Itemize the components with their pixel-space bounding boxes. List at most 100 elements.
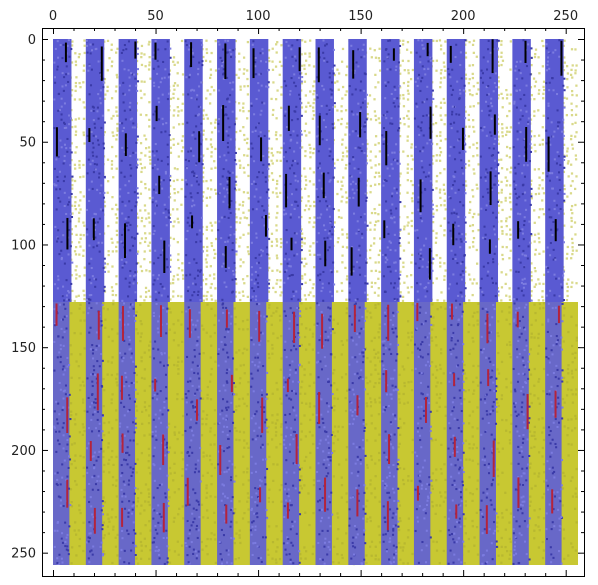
band-noise [199, 131, 202, 134]
band-noise [513, 180, 516, 183]
speckle [530, 234, 533, 237]
band-noise [521, 228, 524, 231]
band-noise [483, 225, 486, 228]
speckle [530, 197, 533, 200]
band-noise [134, 299, 137, 302]
band-noise [67, 39, 70, 42]
speckle [172, 237, 176, 241]
band-noise [96, 188, 99, 191]
speckle [538, 89, 541, 92]
band-noise [229, 234, 232, 237]
band-noise [399, 201, 402, 204]
speckle [497, 294, 500, 297]
speckle [204, 258, 208, 261]
band-noise [195, 174, 198, 177]
speckle [149, 162, 152, 165]
band-noise [381, 253, 384, 257]
speckle [333, 73, 336, 77]
speckle [443, 234, 446, 237]
speckle [435, 180, 438, 183]
speckle [107, 109, 110, 112]
band-upper-13 [479, 39, 500, 302]
speckle [500, 92, 503, 96]
band-noise [231, 242, 234, 245]
band-noise [295, 105, 298, 108]
band-noise [454, 158, 457, 161]
band-noise [157, 256, 160, 259]
speckle [169, 213, 172, 216]
band-noise [464, 240, 467, 244]
band-noise [98, 217, 101, 220]
speckle [169, 151, 173, 154]
speckle [280, 93, 283, 96]
speckle [406, 114, 409, 118]
speckle [214, 166, 217, 169]
band-noise [459, 262, 462, 265]
band-noise [327, 172, 330, 175]
speckle [369, 191, 372, 194]
speckle [73, 179, 77, 183]
speckle [309, 245, 312, 248]
band-noise [191, 52, 194, 55]
band-noise [514, 166, 517, 169]
speckle [436, 299, 439, 302]
speckle [210, 282, 213, 286]
band-noise [518, 155, 521, 158]
speckle [140, 269, 144, 273]
band-noise [490, 97, 493, 100]
speckle [439, 72, 443, 75]
speckle [308, 52, 311, 55]
band-noise [481, 72, 484, 75]
band-noise [54, 81, 57, 84]
band-noise [322, 270, 325, 274]
speckle [201, 114, 205, 117]
band-noise [460, 159, 463, 162]
speckle [209, 60, 212, 63]
speckle [209, 76, 212, 80]
band-noise [390, 212, 393, 215]
band-noise [518, 89, 521, 92]
band-upper-12 [446, 39, 467, 302]
band-noise [199, 143, 202, 146]
band-noise [262, 155, 265, 158]
band-noise [136, 232, 139, 235]
band-noise [430, 250, 433, 253]
region-upper [53, 39, 578, 303]
band-noise [357, 146, 360, 149]
speckle [309, 39, 312, 42]
band-noise [131, 117, 134, 120]
speckle [238, 52, 241, 55]
speckle [533, 134, 536, 138]
band-noise [320, 290, 323, 293]
speckle [305, 134, 308, 137]
band-noise [257, 285, 260, 289]
band-noise [389, 122, 392, 125]
band-noise [453, 221, 457, 224]
band-noise [128, 105, 131, 108]
speckle [571, 252, 574, 256]
speckle [574, 72, 577, 75]
speckle [181, 135, 185, 138]
speckle [401, 295, 405, 298]
band-noise [255, 188, 258, 191]
band-noise [423, 100, 426, 103]
band-noise [519, 213, 522, 216]
band-noise [53, 127, 56, 130]
band-noise [353, 69, 356, 72]
speckle [504, 176, 507, 179]
band-noise [328, 215, 331, 218]
band-noise [284, 252, 287, 255]
speckle [313, 253, 316, 256]
speckle [471, 216, 475, 219]
speckle [369, 244, 373, 247]
band-noise [261, 101, 264, 104]
speckle [71, 125, 74, 129]
speckle [103, 40, 106, 43]
speckle [237, 208, 240, 211]
speckle [435, 39, 438, 43]
band-noise [197, 73, 200, 76]
band-noise [364, 121, 367, 124]
speckle [205, 283, 208, 286]
speckle [115, 229, 118, 232]
band-noise [529, 150, 533, 153]
